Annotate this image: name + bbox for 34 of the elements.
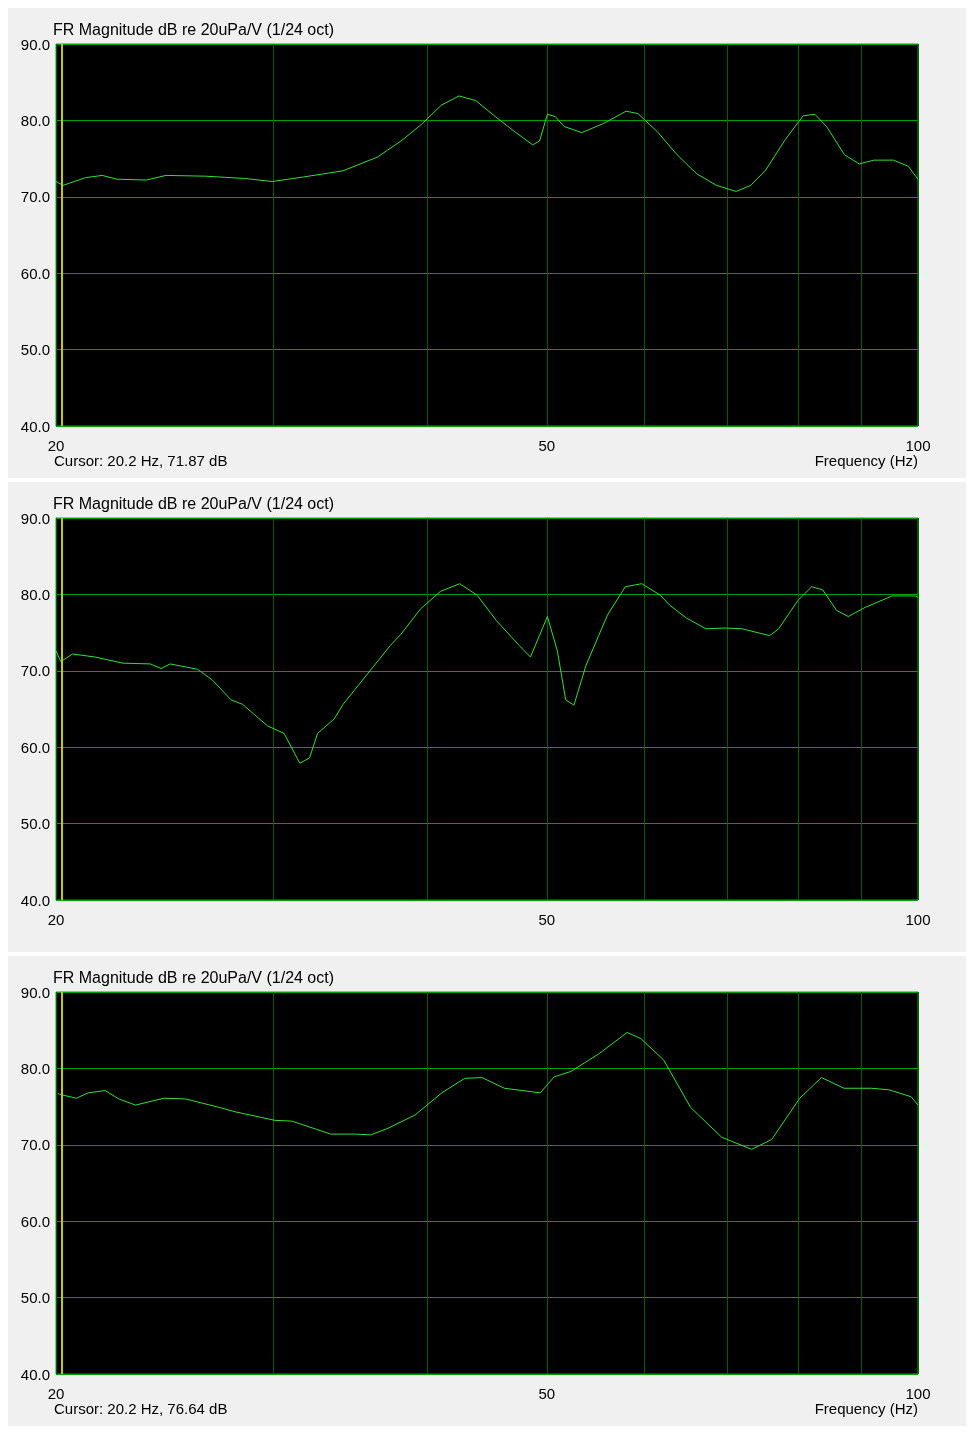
y-tick-label: 90.0 — [20, 983, 50, 1001]
x-axis-title: Frequency (Hz) — [814, 1400, 918, 1417]
y-tick-label: 40.0 — [20, 1365, 50, 1383]
x-tick-label: 50 — [538, 437, 556, 454]
x-axis-title: Frequency (Hz) — [814, 452, 918, 469]
text: Cursor: 20.2 Hz, 76.64 dB — [54, 1400, 228, 1417]
y-tick-label: 80.0 — [20, 585, 50, 603]
y-tick-label: 60.0 — [20, 1212, 50, 1230]
y-tick-label: 60.0 — [20, 264, 50, 282]
x-tick-label: 20 — [47, 911, 65, 928]
y-tick-label: 40.0 — [20, 417, 50, 435]
x-tick-label: 100 — [905, 1385, 931, 1402]
chart-title: FR Magnitude dB re 20uPa/V (1/24 oct) — [53, 20, 335, 38]
x-tick-label: 20 — [47, 437, 65, 454]
y-tick-label: 70.0 — [20, 662, 50, 680]
y-tick-label: 90.0 — [20, 35, 50, 53]
text: Cursor: 20.2 Hz, 71.87 dB — [54, 452, 228, 469]
x-tick-label: 100 — [905, 911, 931, 928]
y-tick-label: 70.0 — [20, 188, 50, 206]
y-tick-label: 50.0 — [20, 341, 50, 359]
chart-title: FR Magnitude dB re 20uPa/V (1/24 oct) — [53, 494, 335, 512]
x-tick-label: 20 — [47, 1385, 65, 1402]
x-tick-label: 50 — [538, 911, 556, 928]
x-tick-label: 50 — [538, 1385, 556, 1402]
y-tick-label: 60.0 — [20, 738, 50, 756]
y-tick-label: 70.0 — [20, 1136, 50, 1154]
y-tick-label: 50.0 — [20, 815, 50, 833]
y-tick-label: 80.0 — [20, 111, 50, 129]
y-tick-label: 80.0 — [20, 1059, 50, 1077]
x-tick-label: 100 — [905, 437, 931, 454]
y-tick-label: 90.0 — [20, 509, 50, 527]
y-tick-label: 50.0 — [20, 1289, 50, 1307]
y-tick-label: 40.0 — [20, 891, 50, 909]
chart-title: FR Magnitude dB re 20uPa/V (1/24 oct) — [53, 968, 335, 986]
